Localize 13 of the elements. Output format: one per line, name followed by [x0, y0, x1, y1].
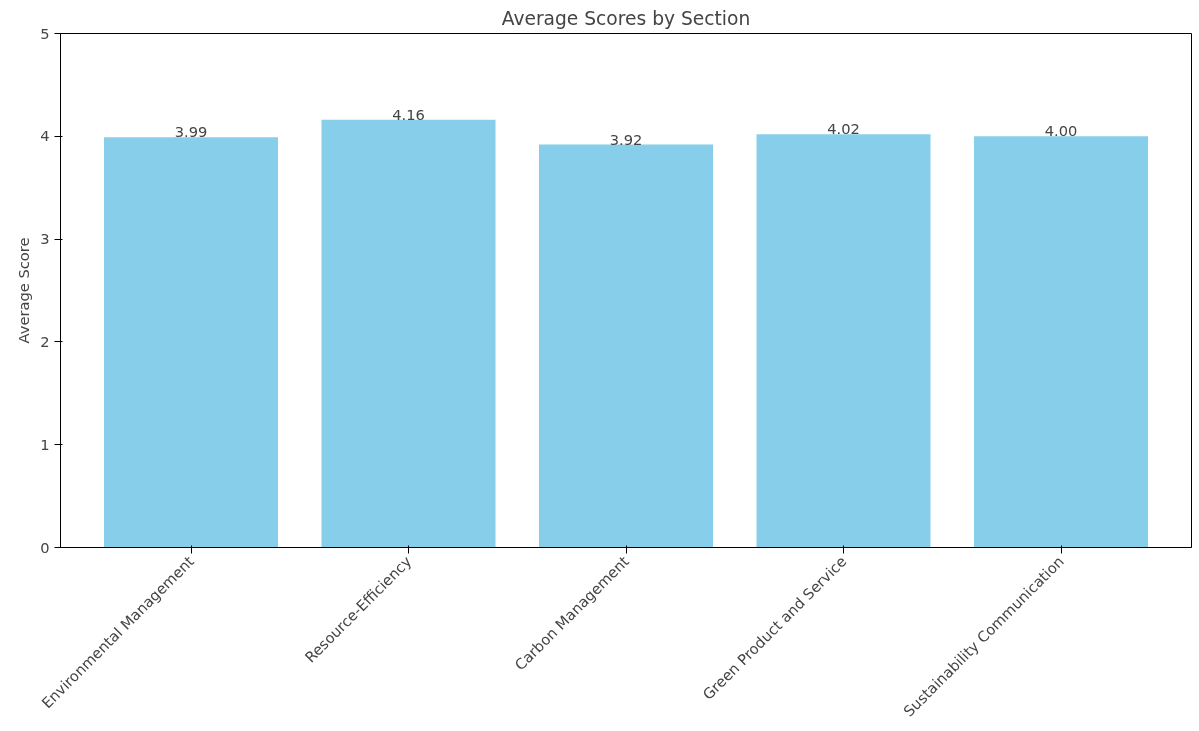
y-tick-label: 5 — [40, 24, 50, 42]
data-label: 4.02 — [827, 120, 860, 138]
y-tick-label: 2 — [40, 332, 50, 350]
y-tick-label: 4 — [40, 127, 50, 145]
data-label: 3.92 — [609, 130, 643, 148]
y-axis-title: Average Score — [15, 237, 33, 344]
y-tick-label: 0 — [40, 538, 50, 556]
data-label: 4.16 — [392, 105, 425, 123]
y-tick-label: 3 — [40, 230, 50, 248]
chart-title: Average Scores by Section — [501, 7, 751, 29]
y-tick-label: 1 — [40, 435, 50, 453]
data-label: 4.00 — [1044, 122, 1078, 140]
data-label: 3.99 — [174, 123, 208, 141]
